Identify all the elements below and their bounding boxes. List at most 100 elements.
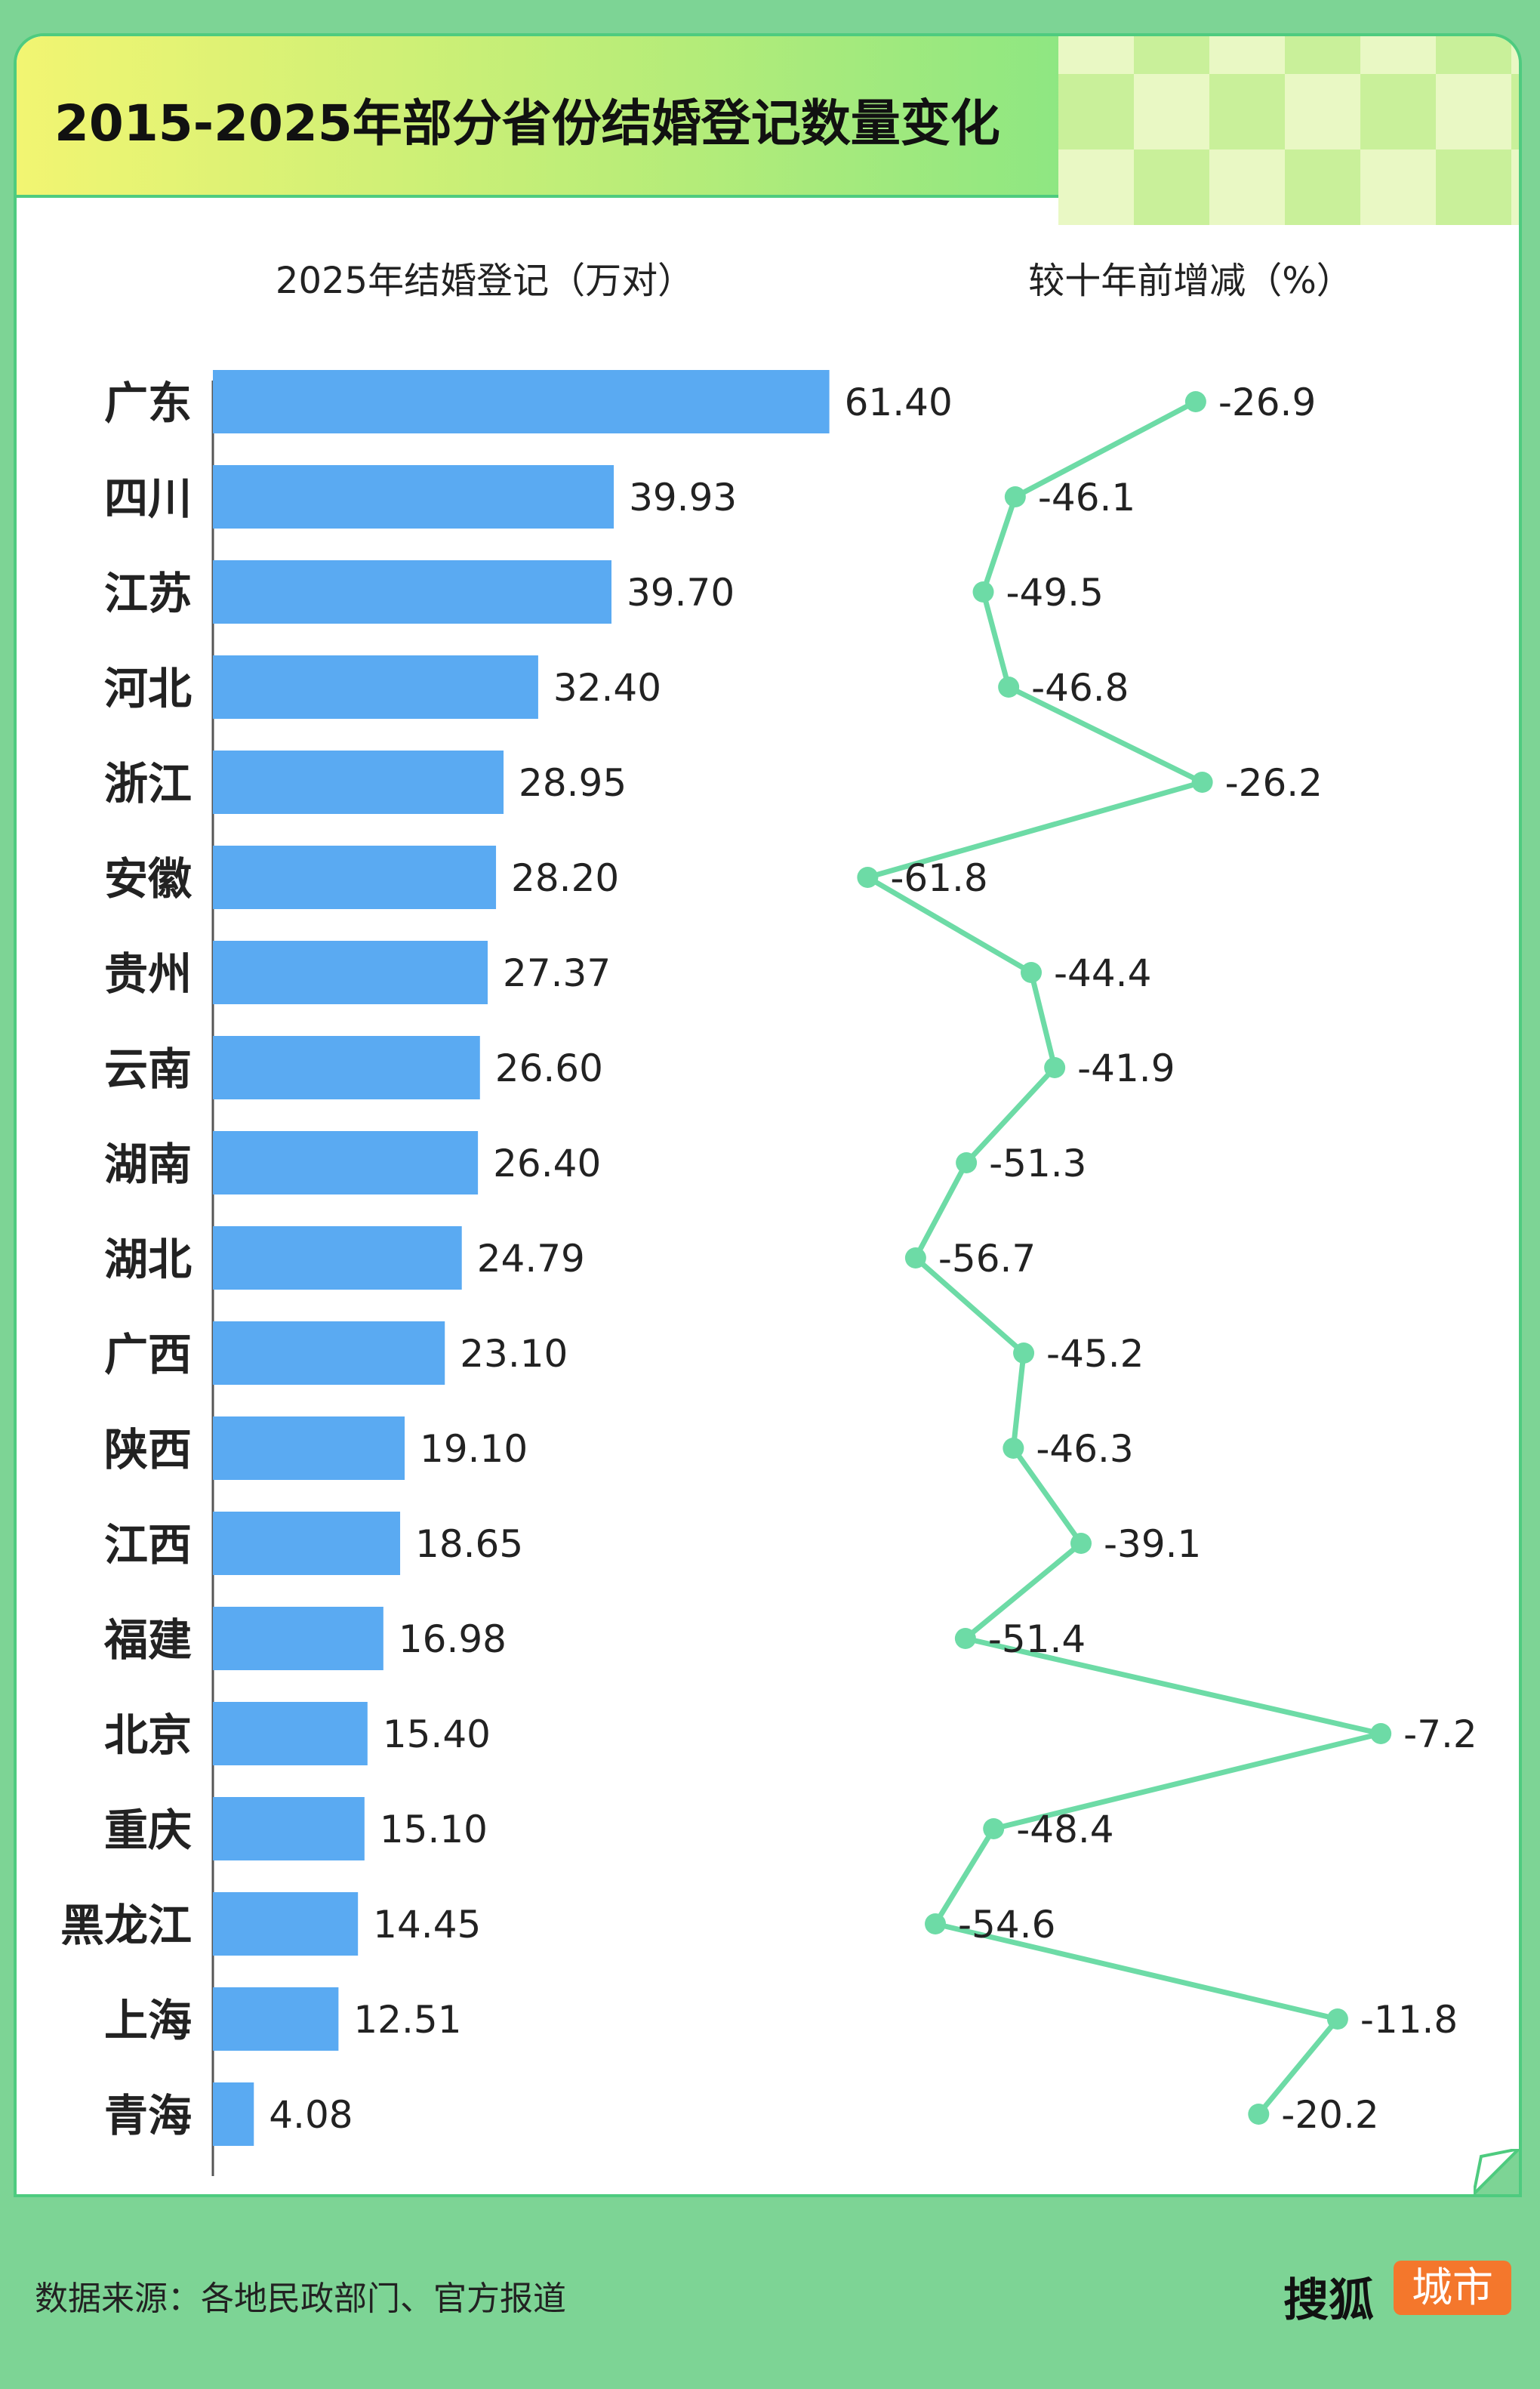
checker-square [1058,36,1134,74]
checker-square [1058,74,1134,150]
change-point [972,581,994,603]
checker-square [1134,150,1209,225]
category-label: 重庆 [104,1805,192,1856]
category-label: 北京 [104,1709,192,1761]
bar [213,370,830,433]
checker-square [1209,150,1285,225]
bar [213,1702,368,1765]
change-point [1370,1723,1392,1744]
bar [213,1892,359,1956]
bar-value-label: 4.08 [269,2093,353,2137]
change-point [1248,2104,1270,2125]
change-point [925,1913,947,1934]
bar [213,846,497,909]
change-point [1184,391,1206,412]
bar-value-label: 24.79 [477,1237,585,1281]
change-point [998,677,1020,698]
bar [213,560,612,624]
change-value-label: -61.8 [890,856,987,900]
change-value-label: -20.2 [1281,2093,1378,2137]
change-point [1003,1438,1024,1459]
checker-square [1285,150,1360,225]
category-label: 云南 [104,1043,192,1095]
change-value-label: -56.7 [938,1237,1036,1281]
bar-value-label: 23.10 [460,1332,568,1376]
checker-square [1209,36,1285,74]
change-point [904,1247,926,1268]
chart-card: 2015-2025年部分省份结婚登记数量变化 2025年结婚登记（万对） 较十年前… [14,33,1522,2197]
bar-value-label: 32.40 [553,666,661,710]
bar-value-label: 12.51 [353,1998,461,2042]
bar-value-label: 61.40 [845,381,953,424]
change-value-label: -46.3 [1036,1427,1133,1471]
bar-value-label: 15.40 [383,1712,491,1756]
bar [213,751,504,814]
bar [213,1226,462,1290]
change-value-label: -11.8 [1360,1998,1458,2042]
category-label: 浙江 [104,758,192,809]
brand-logo: 搜狐 [1283,2274,1374,2327]
category-label: 河北 [104,663,192,714]
checker-square [1360,36,1436,74]
checker-decoration [1058,36,1519,225]
bar-value-label: 18.65 [415,1522,523,1566]
bar-value-label: 19.10 [420,1427,528,1471]
checker-square [1360,150,1436,225]
change-value-label: -46.8 [1031,666,1129,710]
change-point [1326,2008,1348,2030]
change-point [1013,1342,1035,1364]
bar-value-label: 39.70 [627,571,735,615]
change-value-label: -48.4 [1016,1808,1113,1851]
change-value-label: -26.9 [1218,381,1316,424]
change-point [1070,1533,1092,1554]
bar [213,465,614,529]
bar [213,1987,339,2051]
checker-square [1285,36,1360,74]
category-label: 陕西 [104,1424,192,1475]
brand-badge: 城市 [1394,2261,1511,2315]
category-label: 安徽 [104,853,192,905]
checker-square [1209,74,1285,150]
change-value-label: -45.2 [1046,1332,1144,1376]
checker-square [1511,74,1519,150]
change-value-label: -26.2 [1225,761,1323,805]
page-fold-decoration [1474,2149,1519,2194]
source-note: 数据来源：各地民政部门、官方报道 [35,2280,566,2318]
checker-square [1134,74,1209,150]
bar [213,1131,479,1194]
bar [213,1797,365,1860]
change-value-label: -41.9 [1077,1047,1175,1090]
checker-square [1134,36,1209,74]
change-value-label: -44.4 [1054,951,1151,995]
change-value-label: -39.1 [1104,1522,1201,1566]
change-point [983,1818,1005,1839]
bar-value-label: 16.98 [399,1617,507,1661]
checker-square [1360,74,1436,150]
change-value-label: -54.6 [958,1903,1055,1947]
bar [213,1512,401,1575]
checker-square [1058,150,1134,225]
chart-title: 2015-2025年部分省份结婚登记数量变化 [54,94,1000,153]
checker-square [1436,74,1511,150]
checker-square [1285,74,1360,150]
bar-value-label: 26.40 [493,1142,601,1185]
change-point [1004,486,1026,507]
bar-value-label: 28.95 [519,761,627,805]
checker-square [1436,36,1511,74]
line-chart-title: 较十年前增减（%） [1028,260,1353,302]
category-label: 湖北 [104,1234,192,1285]
bar [213,1416,405,1480]
bar [213,1321,445,1385]
change-value-label: -51.4 [988,1617,1086,1661]
category-label: 江西 [104,1519,192,1571]
change-value-label: -7.2 [1403,1712,1477,1756]
change-point [1021,962,1043,983]
change-point [956,1152,978,1173]
bar-value-label: 15.10 [380,1808,488,1851]
bar [213,2082,254,2146]
category-label: 广东 [104,378,192,429]
category-label: 江苏 [104,568,192,619]
chart-svg: 2025年结婚登记（万对） 较十年前增减（%） 广东 61.40 四川 39.93 江苏 39… [60,260,1477,2176]
change-value-label: -51.3 [989,1142,1086,1185]
bar-value-label: 28.20 [511,856,619,900]
